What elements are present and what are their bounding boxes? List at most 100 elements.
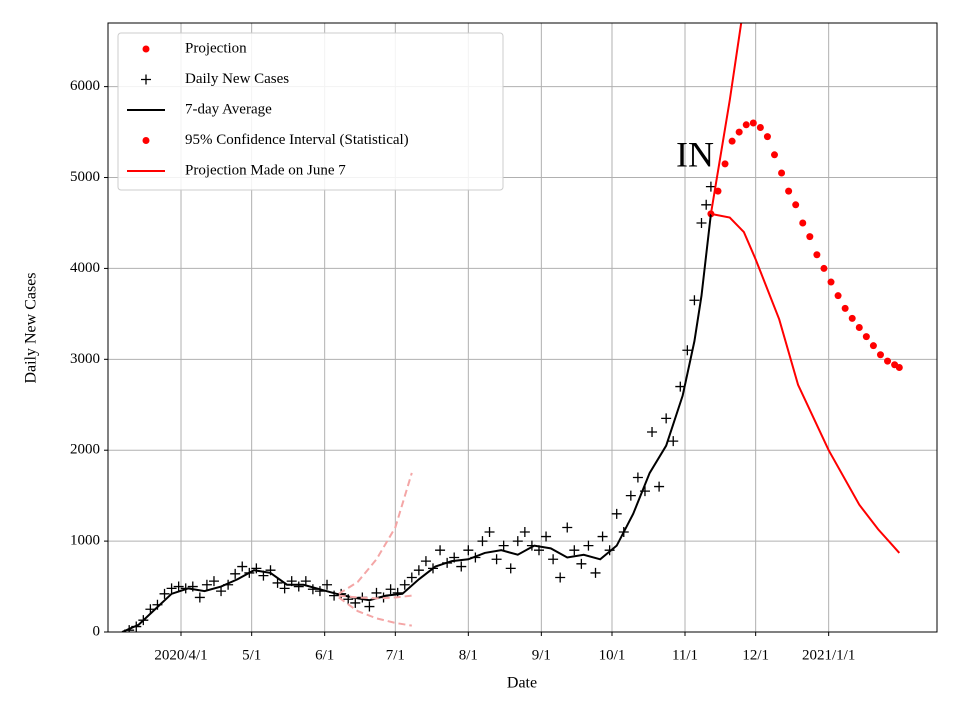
series-line <box>338 472 413 595</box>
projection-dot <box>862 333 870 341</box>
x-tick-label: 7/1 <box>386 647 405 663</box>
projection-dot <box>827 278 835 286</box>
projection-dot <box>735 128 743 136</box>
case-marker <box>364 601 375 612</box>
case-marker <box>498 540 509 551</box>
case-marker <box>491 554 502 565</box>
case-marker <box>293 581 304 592</box>
projection-dot <box>869 342 877 350</box>
legend-label: Projection <box>185 40 247 56</box>
y-tick-label: 2000 <box>70 442 100 458</box>
case-marker <box>661 413 672 424</box>
case-marker <box>272 577 283 588</box>
case-marker <box>647 427 658 438</box>
case-marker <box>350 597 361 608</box>
x-tick-label: 10/1 <box>599 647 626 663</box>
case-marker <box>279 583 290 594</box>
case-marker <box>477 536 488 547</box>
case-marker <box>371 587 382 598</box>
series-line <box>338 596 412 627</box>
legend-label: Daily New Cases <box>185 71 289 87</box>
y-tick-label: 5000 <box>70 169 100 185</box>
projection-dot <box>728 137 736 145</box>
x-tick-label: 2020/4/1 <box>154 647 207 663</box>
case-marker <box>456 561 467 572</box>
projection-dot <box>756 124 764 132</box>
projection-dot <box>848 314 856 322</box>
case-marker <box>701 199 712 210</box>
case-marker <box>251 563 262 574</box>
case-marker <box>632 472 643 483</box>
case-marker <box>625 490 636 501</box>
case-marker <box>512 536 523 547</box>
projection-dot <box>742 121 750 129</box>
case-marker <box>484 527 495 538</box>
case-marker <box>505 563 516 574</box>
case-marker <box>463 545 474 556</box>
projection-dot <box>799 219 807 227</box>
y-tick-label: 1000 <box>70 533 100 549</box>
series-line <box>709 23 743 215</box>
x-tick-label: 2021/1/1 <box>802 647 855 663</box>
series-line <box>338 594 412 600</box>
case-marker <box>696 217 707 228</box>
series-line <box>121 213 712 632</box>
projection-dot <box>763 133 771 141</box>
projection-dot <box>785 187 793 195</box>
case-marker <box>583 540 594 551</box>
x-tick-label: 6/1 <box>315 647 334 663</box>
case-marker <box>237 561 248 572</box>
case-marker <box>406 572 417 583</box>
legend: Projection Daily New Cases 7-day Average 95… <box>117 32 504 191</box>
projection-dot <box>792 201 800 209</box>
series-line <box>710 212 901 554</box>
axes-frame <box>107 22 938 633</box>
case-marker <box>399 579 410 590</box>
case-marker <box>668 436 679 447</box>
case-marker <box>562 522 573 533</box>
y-tick-label: 6000 <box>70 78 100 94</box>
case-marker <box>611 508 622 519</box>
x-tick-label: 5/1 <box>242 647 261 663</box>
x-tick-label: 11/1 <box>672 647 698 663</box>
case-marker <box>420 556 431 567</box>
case-marker <box>322 579 333 590</box>
projection-dot <box>834 292 842 300</box>
projection-dot <box>884 357 892 365</box>
x-tick-label: 8/1 <box>459 647 478 663</box>
legend-label: 7-day Average <box>185 101 272 117</box>
case-marker <box>173 581 184 592</box>
x-axis-label: Date <box>507 675 537 692</box>
case-marker <box>548 554 559 565</box>
projection-dot <box>778 169 786 177</box>
case-marker <box>208 576 219 587</box>
projection-dot <box>749 119 757 127</box>
case-marker <box>682 345 693 356</box>
case-marker <box>230 568 241 579</box>
projection-dot <box>820 264 828 272</box>
case-marker <box>705 181 716 192</box>
case-marker <box>201 579 212 590</box>
case-marker <box>519 527 530 538</box>
legend-box <box>117 32 504 191</box>
case-marker <box>435 545 446 556</box>
x-tick-label: 12/1 <box>742 647 769 663</box>
projection-dot <box>721 160 729 168</box>
legend-marker <box>142 137 150 144</box>
projection-dot <box>714 187 722 195</box>
axes: 0 1000 2000 3000 4000 5000 6000 2020/4/1 5/1 6/1 7… <box>70 78 855 663</box>
y-axis-label: Daily New Cases <box>23 272 40 383</box>
case-marker <box>590 567 601 578</box>
case-marker <box>413 565 424 576</box>
legend-marker <box>141 74 151 85</box>
case-marker <box>166 583 177 594</box>
case-marker <box>216 586 227 597</box>
case-marker <box>555 572 566 583</box>
case-marker <box>385 584 396 595</box>
y-tick-label: 3000 <box>70 351 100 367</box>
case-marker <box>569 545 580 556</box>
projection-dot <box>806 233 814 241</box>
projection-dot <box>841 304 849 312</box>
projection-dot <box>813 251 821 259</box>
